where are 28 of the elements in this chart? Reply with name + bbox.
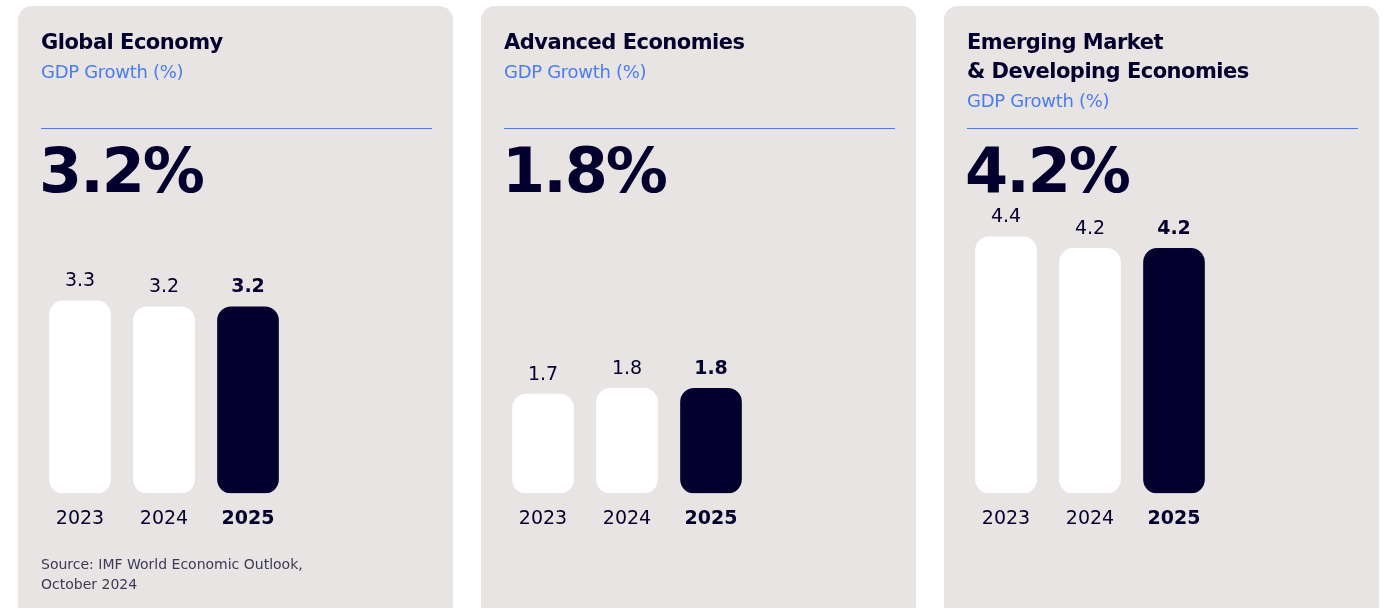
data-label: 4.2 <box>1074 215 1106 238</box>
x-tick-label: 2024 <box>1065 505 1115 528</box>
data-label: 1.8 <box>611 355 643 378</box>
chart-title: Advanced Economies <box>504 30 745 54</box>
data-label: 3.3 <box>64 268 96 291</box>
data-label: 1.7 <box>527 361 559 384</box>
x-tick-label: 2025 <box>684 505 738 528</box>
x-tick-label: 2025 <box>1147 505 1201 528</box>
x-tick-label: 2023 <box>518 505 568 528</box>
x-tick-label: 2023 <box>55 505 105 528</box>
x-tick-label: 2025 <box>221 505 275 528</box>
data-label: 4.4 <box>990 204 1022 227</box>
x-tick-label: 2023 <box>981 505 1031 528</box>
data-label: 3.2 <box>231 274 265 297</box>
text: 1.8% <box>502 134 666 207</box>
chart-subtitle: GDP Growth (%) <box>41 60 185 84</box>
chart-title: Emerging Market & Developing Economies <box>967 30 1249 83</box>
x-tick-label: 2024 <box>602 505 652 528</box>
data-label: 1.8 <box>694 355 728 378</box>
chart-title: Global Economy <box>41 30 223 54</box>
x-tick-label: 2024 <box>139 505 189 528</box>
chart-subtitle: GDP Growth (%) <box>967 89 1111 113</box>
text: 4.2% <box>965 134 1129 207</box>
source-note: Source: IMF World Economic Outlook, October 2024 <box>41 555 303 594</box>
text: 3.2% <box>39 134 203 207</box>
data-label: 3.2 <box>148 274 180 297</box>
data-label: 4.2 <box>1157 215 1191 238</box>
chart-subtitle: GDP Growth (%) <box>504 60 648 84</box>
